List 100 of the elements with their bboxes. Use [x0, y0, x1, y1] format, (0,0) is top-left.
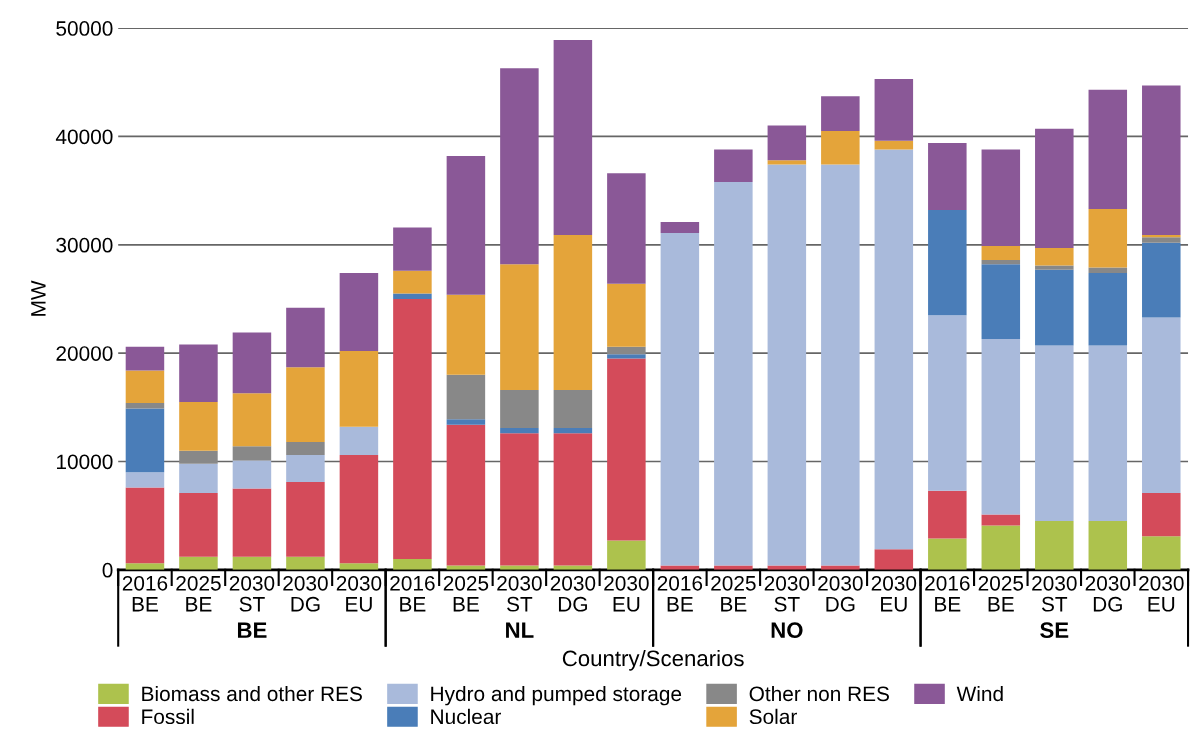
bar [125, 346, 165, 371]
bar [1035, 265, 1074, 270]
bar [1142, 317, 1181, 493]
bar [500, 433, 539, 566]
bar [1142, 492, 1181, 537]
x-tick-label: 2030 EU [336, 575, 382, 612]
bar [125, 563, 165, 570]
bar [446, 374, 486, 420]
x-tick-label: 2030 EU [604, 575, 649, 612]
bar [928, 210, 967, 316]
bar [1088, 521, 1128, 570]
bar [339, 272, 379, 351]
bar [767, 565, 807, 570]
bar [767, 164, 807, 566]
legend-label: Biomass and other RES [142, 685, 362, 702]
bar [1035, 248, 1074, 266]
bar [500, 68, 539, 265]
bar [1142, 237, 1181, 243]
bar [393, 270, 432, 294]
bar [1142, 85, 1181, 236]
bar [607, 173, 646, 284]
text: NO [771, 622, 803, 639]
bar [874, 140, 914, 150]
bar [339, 350, 379, 427]
bar [1088, 272, 1128, 346]
bar [553, 427, 593, 434]
bar [714, 181, 753, 566]
bar [821, 565, 860, 570]
bar [393, 298, 432, 559]
bar [286, 307, 325, 368]
bar [286, 482, 325, 557]
y-tick-label: 10000 [57, 454, 113, 470]
bar [1035, 269, 1074, 346]
bar [874, 549, 914, 570]
bar [446, 419, 486, 425]
bar [1035, 128, 1074, 249]
x-tick-label: 2016 BE [657, 575, 703, 612]
bar [393, 293, 432, 299]
bar [821, 96, 860, 132]
bar [500, 565, 539, 570]
bar [553, 40, 593, 236]
bar [981, 259, 1021, 265]
y-tick-label: 20000 [56, 346, 113, 361]
bar [928, 490, 967, 539]
bar [500, 427, 539, 434]
legend-label: Fossil [142, 708, 194, 725]
bar [446, 294, 486, 375]
bar [553, 389, 593, 428]
bar [1142, 242, 1181, 318]
bar [500, 389, 539, 428]
bar [125, 472, 165, 488]
bar [286, 367, 325, 442]
bar [286, 454, 325, 483]
legend-label: Hydro and pumped storage [431, 685, 682, 706]
legend-label: Nuclear [431, 708, 501, 725]
x-tick-label: 2016 BE [390, 575, 435, 612]
text: BE [237, 622, 267, 638]
y-tick-label: 40000 [55, 129, 113, 145]
bar [928, 315, 967, 491]
bar [607, 358, 646, 541]
bar [232, 446, 272, 461]
bar [286, 556, 325, 570]
legend-label: Wind [956, 685, 1003, 702]
bar [928, 142, 967, 211]
x-tick-label: 2025 BE [978, 575, 1024, 612]
bar [660, 232, 700, 566]
bar [767, 125, 807, 161]
bar [1088, 345, 1128, 522]
x-tick-label: 2025 BE [176, 575, 221, 612]
bar [339, 563, 379, 570]
legend-label: Solar [749, 708, 797, 725]
x-tick-label: 2016 BE [122, 575, 168, 612]
bar [179, 401, 218, 451]
bar [981, 149, 1021, 246]
bar [286, 441, 325, 455]
bar [232, 556, 272, 570]
x-tick-label: 2025 BE [443, 575, 489, 612]
bar [607, 346, 646, 355]
bar [232, 332, 272, 394]
bar [1088, 89, 1128, 210]
bar [179, 450, 218, 464]
bar [339, 426, 379, 455]
y-axis-title: MW [31, 280, 46, 316]
bar [1088, 267, 1128, 273]
x-tick-label: 2030 DG [550, 575, 596, 612]
bar [981, 525, 1021, 570]
bar [821, 131, 860, 165]
bar [981, 264, 1021, 340]
bar [232, 488, 272, 557]
bar [607, 354, 646, 359]
bar [981, 514, 1021, 526]
bar [446, 424, 486, 566]
bar [232, 460, 272, 489]
x-tick-label: 2030 EU [871, 575, 917, 612]
bar [767, 160, 807, 165]
bar [179, 556, 218, 570]
bar [821, 164, 860, 566]
bar [981, 245, 1021, 260]
text: SE [1040, 622, 1069, 639]
x-axis-title: Country/Scenarios [562, 649, 744, 671]
